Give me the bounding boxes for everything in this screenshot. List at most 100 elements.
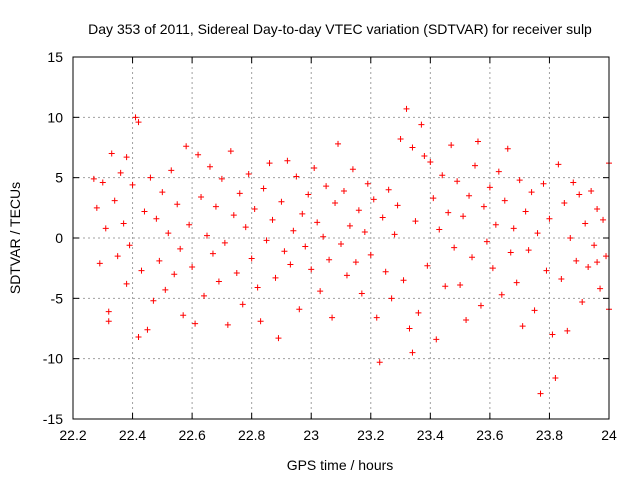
x-tick-label: 22.4 — [119, 427, 146, 443]
data-point — [588, 187, 595, 194]
data-point — [400, 277, 407, 284]
data-point — [510, 225, 517, 232]
data-point — [248, 255, 255, 262]
data-point — [99, 179, 106, 186]
data-point — [370, 196, 377, 203]
data-point — [570, 179, 577, 186]
y-tick-labels: -15 -10 -5 0 5 10 15 — [43, 49, 63, 427]
data-point — [430, 195, 437, 202]
data-point — [340, 187, 347, 194]
data-point — [469, 254, 476, 261]
y-tick-label: 15 — [47, 49, 63, 65]
data-point — [308, 266, 315, 273]
data-point — [183, 143, 190, 150]
data-point — [201, 292, 208, 299]
grid-lines — [73, 57, 609, 419]
data-point — [126, 242, 133, 249]
data-point — [329, 314, 336, 321]
x-tick-label: 22.8 — [238, 427, 265, 443]
data-point — [272, 274, 279, 281]
data-point — [504, 145, 511, 152]
data-point — [233, 269, 240, 276]
x-axis-label: GPS time / hours — [287, 457, 394, 473]
data-point — [177, 245, 184, 252]
data-point — [311, 165, 318, 172]
data-point — [448, 142, 455, 149]
data-point — [144, 326, 151, 333]
data-point — [591, 242, 598, 249]
data-point — [603, 253, 610, 260]
data-point — [594, 206, 601, 213]
data-point — [320, 233, 327, 240]
data-point — [150, 297, 157, 304]
data-point — [460, 213, 467, 220]
data-point — [394, 202, 401, 209]
data-point — [457, 282, 464, 289]
data-point — [424, 262, 431, 269]
data-point — [209, 250, 216, 257]
data-point — [597, 285, 604, 292]
data-point — [412, 218, 419, 225]
data-point — [153, 215, 160, 222]
data-point — [442, 283, 449, 290]
data-point — [221, 239, 228, 246]
data-point — [567, 235, 574, 241]
data-point — [507, 249, 514, 256]
data-point — [162, 286, 169, 293]
data-point — [445, 209, 452, 216]
data-point — [525, 247, 532, 254]
data-point — [147, 174, 154, 181]
data-point — [278, 198, 285, 205]
data-point — [105, 318, 112, 325]
data-point — [257, 318, 264, 325]
data-point — [367, 251, 374, 258]
x-tick-label: 24 — [601, 427, 617, 443]
data-point — [531, 307, 538, 314]
data-point — [215, 278, 222, 285]
x-tick-label: 22.6 — [178, 427, 205, 443]
data-point — [251, 206, 258, 213]
data-point — [195, 151, 202, 158]
axis-ticks — [72, 56, 610, 420]
data-point — [293, 173, 300, 180]
x-tick-label: 23.6 — [476, 427, 503, 443]
data-point — [355, 207, 362, 214]
data-point — [463, 317, 470, 324]
data-point — [406, 325, 413, 332]
chart-title: Day 353 of 2011, Sidereal Day-to-day VTE… — [88, 21, 592, 37]
data-point — [245, 171, 252, 178]
data-point — [346, 222, 353, 229]
data-point — [501, 197, 508, 204]
data-point — [198, 193, 205, 200]
data-point — [495, 168, 502, 175]
data-point — [540, 180, 547, 187]
data-point — [314, 219, 321, 226]
data-point — [96, 260, 103, 267]
data-point — [436, 226, 443, 233]
data-point — [543, 267, 550, 274]
data-point — [123, 280, 130, 287]
data-point — [105, 308, 112, 315]
data-point — [338, 241, 344, 248]
data-point — [239, 301, 246, 308]
data-point — [558, 276, 565, 283]
data-point — [427, 158, 434, 165]
data-point — [284, 157, 291, 164]
data-point — [275, 335, 282, 342]
data-point — [585, 263, 592, 270]
data-point — [391, 231, 398, 238]
data-point — [472, 162, 478, 169]
data-point — [317, 288, 324, 295]
data-point — [352, 259, 359, 266]
data-point — [135, 119, 142, 126]
data-point — [296, 306, 303, 313]
data-point — [451, 244, 458, 251]
data-point — [534, 230, 541, 237]
data-point — [123, 154, 130, 161]
data-point — [492, 221, 499, 228]
data-point — [579, 298, 586, 305]
y-tick-label: -10 — [43, 351, 63, 367]
data-point — [582, 220, 589, 227]
data-point — [454, 178, 461, 185]
